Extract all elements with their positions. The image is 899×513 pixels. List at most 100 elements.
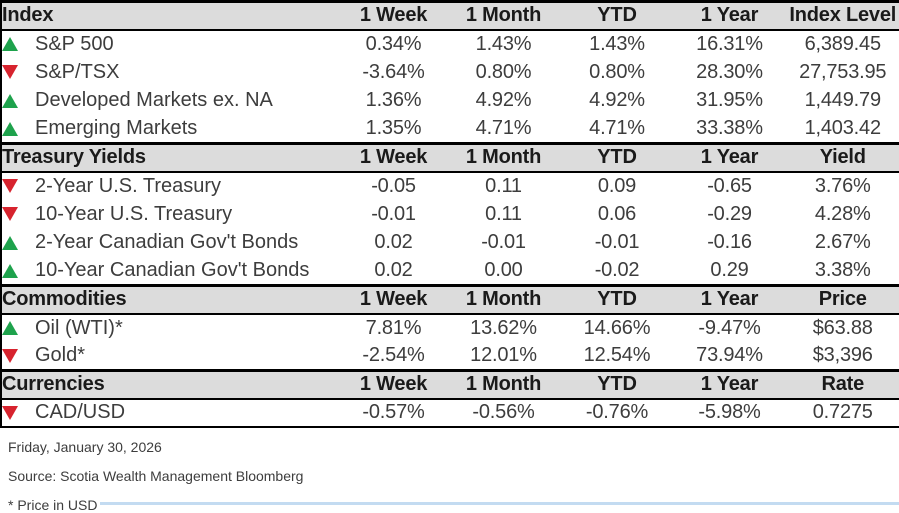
value-ytd: 0.06 xyxy=(561,200,673,229)
table-row: 2-Year U.S. Treasury -0.05 0.11 0.09 -0.… xyxy=(1,171,899,200)
source-note: Source: Scotia Wealth Management Bloombe… xyxy=(8,468,304,484)
value-1month: -0.56% xyxy=(446,398,561,428)
section-header-treasury-yields: Treasury Yields 1 Week 1 Month YTD 1 Yea… xyxy=(1,142,899,173)
row-label: S&P 500 xyxy=(35,32,114,55)
down-triangle-icon xyxy=(2,179,18,194)
table-row: Developed Markets ex. NA 1.36% 4.92% 4.9… xyxy=(1,86,899,115)
value-yield: 3.76% xyxy=(786,171,899,200)
row-label: 2-Year Canadian Gov't Bonds xyxy=(35,231,299,254)
up-triangle-icon xyxy=(2,121,18,136)
column-header-rate: Rate xyxy=(786,369,899,400)
market-summary-table: Index 1 Week 1 Month YTD 1 Year Index Le… xyxy=(0,0,899,428)
column-header-1month: 1 Month xyxy=(446,284,561,315)
report-date: Friday, January 30, 2026 xyxy=(8,439,162,455)
table-row: Gold* -2.54% 12.01% 12.54% 73.94% $3,396 xyxy=(1,342,899,371)
value-ytd: 1.43% xyxy=(561,29,673,58)
section-title: Commodities xyxy=(1,284,341,315)
value-ytd: 0.09 xyxy=(561,171,673,200)
column-header-1year: 1 Year xyxy=(673,142,786,173)
value-price: $3,396 xyxy=(786,342,899,371)
table-row: CAD/USD -0.57% -0.56% -0.76% -5.98% 0.72… xyxy=(1,398,899,428)
value-1week: -0.05 xyxy=(341,171,446,200)
section-header-currencies: Currencies 1 Week 1 Month YTD 1 Year Rat… xyxy=(1,369,899,400)
value-1week: -0.57% xyxy=(341,398,446,428)
value-1month: 4.71% xyxy=(446,115,561,144)
down-triangle-icon xyxy=(2,65,18,80)
value-1year: 0.29 xyxy=(673,257,786,286)
column-header-1week: 1 Week xyxy=(341,142,446,173)
column-header-1year: 1 Year xyxy=(673,0,786,31)
value-1week: 0.34% xyxy=(341,29,446,58)
row-label: 10-Year Canadian Gov't Bonds xyxy=(35,259,310,282)
column-header-1week: 1 Week xyxy=(341,369,446,400)
value-ytd: 4.71% xyxy=(561,115,673,144)
column-header-1month: 1 Month xyxy=(446,369,561,400)
column-header-index-level: Index Level xyxy=(786,0,899,31)
value-1month: 0.80% xyxy=(446,58,561,87)
table-row: 10-Year Canadian Gov't Bonds 0.02 0.00 -… xyxy=(1,257,899,286)
value-1year: -0.16 xyxy=(673,228,786,257)
value-1week: 1.35% xyxy=(341,115,446,144)
bottom-accent-line xyxy=(100,502,899,505)
value-1month: 0.11 xyxy=(446,200,561,229)
table-row: Oil (WTI)* 7.81% 13.62% 14.66% -9.47% $6… xyxy=(1,313,899,342)
column-header-1week: 1 Week xyxy=(341,0,446,31)
column-header-price: Price xyxy=(786,284,899,315)
row-label: Developed Markets ex. NA xyxy=(35,89,273,112)
value-1year: 16.31% xyxy=(673,29,786,58)
value-1year: -0.65 xyxy=(673,171,786,200)
row-label: 2-Year U.S. Treasury xyxy=(35,174,222,197)
row-label: S&P/TSX xyxy=(35,60,120,83)
row-label: Gold* xyxy=(35,344,86,367)
row-label: Emerging Markets xyxy=(35,117,198,140)
value-rate: 0.7275 xyxy=(786,398,899,428)
value-1month: 4.92% xyxy=(446,86,561,115)
column-header-1week: 1 Week xyxy=(341,284,446,315)
column-header-1month: 1 Month xyxy=(446,142,561,173)
row-label: 10-Year U.S. Treasury xyxy=(35,202,233,225)
table-row: 2-Year Canadian Gov't Bonds 0.02 -0.01 -… xyxy=(1,228,899,257)
column-header-ytd: YTD xyxy=(561,142,673,173)
value-1year: 73.94% xyxy=(673,342,786,371)
value-1month: 1.43% xyxy=(446,29,561,58)
up-triangle-icon xyxy=(2,263,18,278)
table-row: S&P 500 0.34% 1.43% 1.43% 16.31% 6,389.4… xyxy=(1,29,899,58)
value-ytd: -0.76% xyxy=(561,398,673,428)
value-ytd: -0.01 xyxy=(561,228,673,257)
table-row: S&P/TSX -3.64% 0.80% 0.80% 28.30% 27,753… xyxy=(1,58,899,87)
value-yield: 2.67% xyxy=(786,228,899,257)
column-header-yield: Yield xyxy=(786,142,899,173)
section-title: Currencies xyxy=(1,369,341,400)
value-1week: 1.36% xyxy=(341,86,446,115)
value-level: 1,403.42 xyxy=(786,115,899,144)
up-triangle-icon xyxy=(2,321,18,336)
price-footnote: * Price in USD xyxy=(8,497,98,513)
down-triangle-icon xyxy=(2,405,18,420)
value-1year: -0.29 xyxy=(673,200,786,229)
column-header-1year: 1 Year xyxy=(673,369,786,400)
value-1month: 13.62% xyxy=(446,313,561,342)
value-ytd: 0.80% xyxy=(561,58,673,87)
column-header-1month: 1 Month xyxy=(446,0,561,31)
value-1week: -0.01 xyxy=(341,200,446,229)
column-header-ytd: YTD xyxy=(561,284,673,315)
value-1week: -2.54% xyxy=(341,342,446,371)
value-level: 6,389.45 xyxy=(786,29,899,58)
value-ytd: -0.02 xyxy=(561,257,673,286)
table-row: 10-Year U.S. Treasury -0.01 0.11 0.06 -0… xyxy=(1,200,899,229)
value-1year: 28.30% xyxy=(673,58,786,87)
value-1week: 0.02 xyxy=(341,228,446,257)
value-1week: -3.64% xyxy=(341,58,446,87)
value-1week: 7.81% xyxy=(341,313,446,342)
up-triangle-icon xyxy=(2,235,18,250)
value-1year: -5.98% xyxy=(673,398,786,428)
section-title: Index xyxy=(1,0,341,31)
row-label: CAD/USD xyxy=(35,401,126,424)
value-ytd: 12.54% xyxy=(561,342,673,371)
table-footer: Friday, January 30, 2026 Source: Scotia … xyxy=(0,428,899,513)
value-level: 27,753.95 xyxy=(786,58,899,87)
value-1month: 0.11 xyxy=(446,171,561,200)
column-header-ytd: YTD xyxy=(561,0,673,31)
column-header-ytd: YTD xyxy=(561,369,673,400)
value-1month: 12.01% xyxy=(446,342,561,371)
